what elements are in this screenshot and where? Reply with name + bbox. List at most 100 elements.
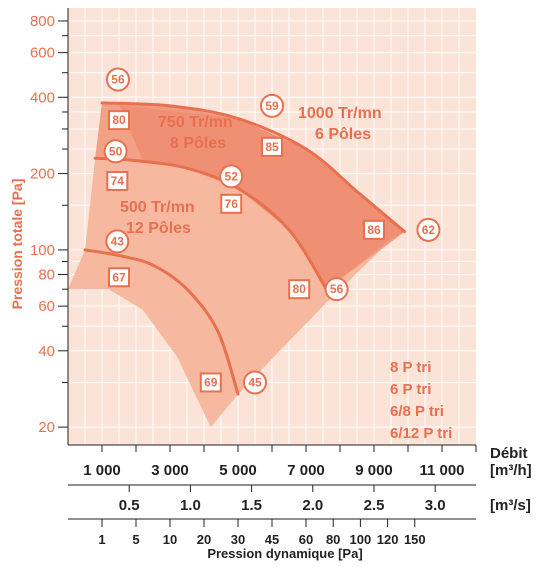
fan-curves	[83, 101, 407, 396]
marker-value: 67	[112, 270, 126, 284]
y-axis-label: Pression totale [Pa]	[9, 179, 25, 310]
marker-square	[199, 372, 222, 393]
series-line-2	[83, 248, 240, 396]
marker-circle	[105, 67, 130, 92]
x-tick-label-m3h: 9 000	[355, 462, 393, 479]
marker-value: 43	[111, 234, 125, 248]
efficiency-marker-circle: 59	[260, 93, 284, 118]
x-axis: 1 000 3 000 5 000 7 000 9 000 11 000 0.5 1.0 1.5…	[68, 444, 532, 561]
marker-value: 62	[422, 223, 436, 237]
series-label-1000-line2: 6 Pôles	[315, 126, 371, 143]
x-tick-label-m3s: 2.5	[364, 497, 385, 514]
y-tick-label: 40	[38, 343, 55, 360]
x-axis-unit-m3h: [m³/h]	[490, 462, 532, 479]
efficiency-marker-square: 67	[108, 267, 130, 288]
y-tick-label: 800	[30, 13, 55, 30]
pd-tick-label: 10	[163, 532, 177, 547]
y-tick-label: 20	[38, 419, 55, 436]
x-tick-label-m3s: 3.0	[425, 497, 446, 514]
pd-tick-label: 150	[404, 532, 426, 547]
x-ticks: 1 000 3 000 5 000 7 000 9 000 11 000 0.5 1.0 1.5…	[83, 445, 477, 547]
y-axis: 20 40 60 80 100 200 400 600 800 Pression totale …	[9, 8, 69, 445]
x-tick-label-m3h: 5 000	[219, 462, 257, 479]
series-line-0	[100, 101, 407, 234]
legend-entry: 6 P tri	[390, 381, 431, 398]
legend-entry: 8 P tri	[390, 359, 431, 376]
efficiency-marker-circle: 62	[416, 217, 441, 242]
y-tick-label: 200	[30, 166, 55, 183]
x-tick-label-m3s: 0.5	[119, 497, 140, 514]
y-tick-label: 400	[30, 89, 55, 106]
efficiency-marker-circle: 56	[324, 277, 349, 302]
efficiency-marker-square: 69	[199, 372, 222, 393]
x-tick-label-m3h: 7 000	[287, 462, 325, 479]
efficiency-marker-circle: 50	[103, 139, 128, 164]
marker-value: 56	[330, 282, 344, 296]
marker-square	[108, 110, 130, 131]
pd-tick-label: 1	[98, 532, 105, 547]
marker-value: 52	[225, 169, 239, 183]
legend-entry: 6/12 P tri	[390, 425, 452, 442]
efficiency-marker-square: 76	[220, 193, 243, 214]
pd-tick-label: 120	[377, 532, 399, 547]
pd-tick-label: 80	[326, 532, 340, 547]
marker-value: 85	[265, 140, 279, 154]
efficiency-marker-square: 74	[106, 170, 129, 191]
y-tick-label: 100	[30, 242, 55, 259]
series-label-500-line2: 12 Pôles	[126, 220, 191, 237]
pd-tick-label: 5	[132, 532, 139, 547]
pd-tick-label: 60	[299, 532, 313, 547]
dynamic-pressure-label: Pression dynamique [Pa]	[207, 546, 362, 561]
efficiency-marker-circle: 45	[243, 370, 267, 395]
marker-circle	[243, 370, 267, 395]
y-tick-label: 60	[38, 298, 55, 315]
marker-circle	[103, 139, 128, 164]
marker-value: 59	[265, 99, 279, 113]
marker-square	[288, 279, 311, 300]
efficiency-marker-square: 85	[261, 136, 283, 157]
marker-value: 86	[367, 223, 381, 237]
marker-value: 76	[225, 197, 239, 211]
marker-square	[106, 170, 129, 191]
marker-value: 74	[111, 174, 125, 188]
efficiency-marker-circle: 56	[105, 67, 130, 92]
legend-entry: 6/8 P tri	[390, 403, 444, 420]
marker-square	[220, 193, 243, 214]
marker-value: 45	[248, 375, 262, 389]
pd-tick-label: 45	[265, 532, 279, 547]
x-tick-label-m3h: 3 000	[151, 462, 189, 479]
efficiency-marker-circle: 43	[105, 229, 130, 254]
marker-value: 56	[111, 73, 125, 87]
marker-square	[108, 267, 130, 288]
legend: 8 P tri 6 P tri 6/8 P tri 6/12 P tri	[390, 359, 452, 442]
series-line-1	[93, 156, 328, 291]
marker-value: 80	[112, 113, 126, 127]
marker-circle	[105, 229, 130, 254]
y-tick-label: 600	[30, 45, 55, 62]
marker-circle	[324, 277, 349, 302]
series-label-1000-line1: 1000 Tr/mn	[298, 105, 382, 122]
x-tick-label-m3s: 1.5	[241, 497, 262, 514]
marker-square	[363, 219, 385, 240]
x-tick-label-m3s: 1.0	[180, 497, 201, 514]
curve-labels: 1000 Tr/mn 6 Pôles 750 Tr/mn 8 Pôles 500…	[120, 105, 382, 237]
x-tick-label-m3h: 11 000	[419, 462, 464, 479]
efficiency-markers: 56 80 50 74 43 67 59 85 52 76 86 62 80 56 69 45	[103, 67, 441, 395]
series-label-750-line1: 750 Tr/mn	[158, 114, 233, 131]
marker-circle	[219, 164, 244, 189]
efficiency-marker-square: 80	[288, 279, 311, 300]
marker-square	[261, 136, 283, 157]
x-tick-label-m3h: 1 000	[83, 462, 121, 479]
area-inner	[119, 104, 405, 290]
series-label-750-line2: 8 Pôles	[170, 135, 226, 152]
marker-value: 69	[204, 375, 218, 389]
y-ticks: 20 40 60 80 100 200 400 600 800	[30, 13, 68, 436]
efficiency-marker-circle: 52	[219, 164, 244, 189]
pd-tick-label: 100	[350, 532, 372, 547]
marker-circle	[416, 217, 441, 242]
pd-tick-label: 20	[197, 532, 211, 547]
x-axis-title: Débit	[490, 445, 528, 462]
pd-tick-label: 30	[231, 532, 245, 547]
marker-value: 50	[109, 144, 123, 158]
series-label-500-line1: 500 Tr/mn	[120, 199, 195, 216]
